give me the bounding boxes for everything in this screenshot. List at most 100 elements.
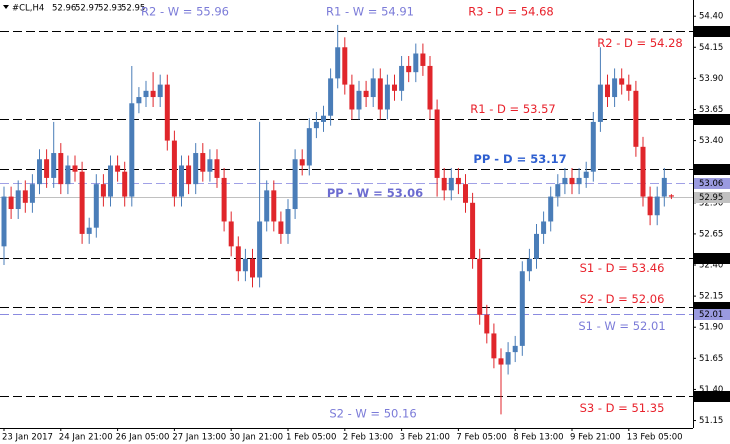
candle-body [86, 227, 92, 234]
y-tick-label: 54.40 [699, 12, 723, 22]
x-tick-label: 2 Feb 13:00 [343, 433, 393, 443]
candle-body [136, 97, 142, 104]
candle-body [569, 177, 575, 185]
candle-body [541, 221, 547, 234]
candle-body [534, 233, 539, 259]
last-low: 52.93 [98, 4, 122, 14]
level-label: R2 - D = 54.28 [597, 36, 683, 50]
candle-body [150, 90, 156, 98]
level-price-label: 52.01 [699, 310, 723, 320]
y-tick-label: 54.15 [699, 43, 723, 53]
candle-body [455, 177, 461, 185]
candle-body [342, 47, 348, 85]
level-price-label: 54.28 [699, 27, 723, 37]
candle-body [640, 146, 646, 197]
candle-body [661, 177, 667, 197]
candle-body [413, 53, 419, 73]
candle-body [562, 177, 568, 185]
candle-body [668, 195, 674, 197]
candle-body [491, 333, 497, 359]
candle-body [179, 165, 184, 197]
y-tick-label: 53.65 [699, 105, 723, 115]
level-price-label: 51.35 [699, 392, 723, 402]
x-tick-label: 7 Feb 05:00 [456, 433, 506, 443]
candle-body [51, 153, 57, 178]
y-tick-label: 52.15 [699, 292, 723, 302]
candle-body [321, 115, 326, 122]
candle-body [235, 246, 241, 272]
candle-body [526, 258, 532, 272]
candle-body [221, 177, 227, 222]
level-price-label: 53.06 [699, 179, 723, 189]
y-tick-label: 53.90 [699, 74, 723, 84]
candle-body [448, 177, 454, 191]
candle-body [285, 209, 291, 234]
candle-body [1, 196, 7, 247]
level-price-label: 53.17 [699, 165, 723, 175]
current-price-box [694, 192, 730, 203]
candle-body [299, 159, 305, 166]
candle-body [605, 84, 610, 98]
level-price-label: 53.57 [699, 115, 723, 125]
candle-body [349, 84, 355, 110]
annotation: R2 - W = 55.96 [141, 5, 229, 19]
y-tick-label: 53.40 [699, 136, 723, 146]
x-tick-label: 3 Feb 21:00 [400, 433, 450, 443]
candle-body [590, 121, 596, 172]
candle-body [278, 221, 284, 234]
candle-body [250, 258, 255, 278]
candle-body [313, 121, 319, 129]
level-price-box [694, 114, 730, 125]
level-label: S1 - W = 52.01 [578, 319, 665, 333]
candle-body [512, 345, 518, 353]
candle-body [37, 159, 42, 185]
x-tick-label: 1 Feb 05:00 [286, 433, 336, 443]
candle-body [427, 65, 433, 110]
candle-body [576, 177, 582, 185]
candle-body [8, 196, 14, 210]
level-label: R1 - D = 53.57 [470, 102, 556, 116]
y-tick-label: 52.40 [699, 261, 723, 271]
candle-body [370, 78, 376, 98]
y-tick-label: 52.65 [699, 229, 723, 239]
candle-body [122, 171, 128, 197]
annotation: R3 - D = 54.68 [468, 5, 554, 19]
candle-body [484, 314, 490, 334]
candle-body [583, 171, 589, 178]
candle-body [157, 84, 163, 98]
candle-body [186, 165, 192, 185]
candle-body [377, 78, 383, 110]
candle-body [384, 84, 390, 110]
y-tick-label: 51.90 [699, 323, 723, 333]
candle-body [228, 221, 234, 247]
candle-body [214, 159, 220, 178]
current-price-label: 52.95 [699, 193, 723, 203]
candle-body [654, 196, 660, 216]
x-tick-label: 23 Jan 2017 [2, 433, 53, 443]
candle-body [328, 78, 334, 116]
y-tick-label: 51.65 [699, 354, 723, 364]
candle-body [647, 196, 653, 216]
y-tick-label: 51.40 [699, 385, 723, 395]
x-tick-label: 24 Jan 21:00 [59, 433, 113, 443]
candle-body [164, 84, 170, 141]
candle-body [441, 177, 447, 191]
candle-body [264, 190, 270, 222]
candle-body [363, 90, 369, 98]
candle-body [65, 165, 71, 185]
level-price-box [694, 391, 730, 402]
level-price-label: 52.06 [699, 303, 723, 313]
candle-body [108, 165, 113, 197]
candle-body [143, 90, 149, 98]
level-price-box [694, 164, 730, 175]
annotation: R1 - W = 54.91 [326, 5, 414, 19]
symbol: #CL,H4 [12, 4, 44, 14]
level-label: PP - D = 53.17 [473, 152, 566, 166]
candle-body [519, 271, 525, 346]
level-price-box [694, 26, 730, 37]
candle-body [434, 109, 440, 178]
candle-body [171, 140, 177, 197]
candle-body [597, 84, 603, 122]
candle-body [29, 184, 35, 203]
